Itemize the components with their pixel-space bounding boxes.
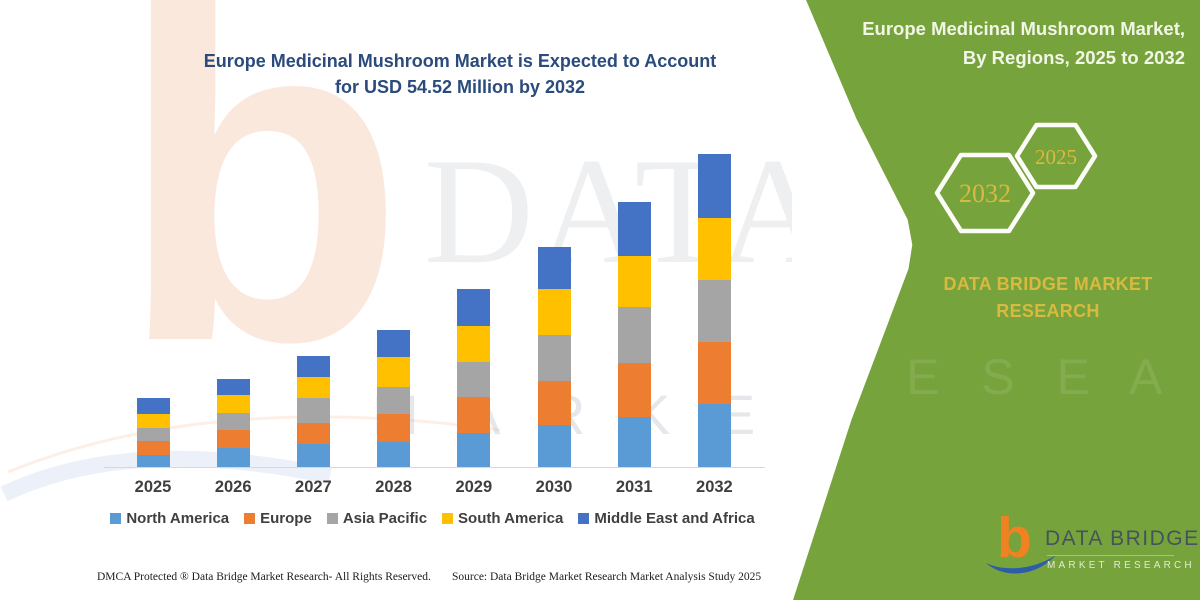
bar-segment-south-america [216,395,250,413]
bar-segment-north-america [216,448,250,467]
x-axis-label-2029: 2029 [455,478,493,496]
bar-2026 [216,379,250,467]
bar-segment-south-america [296,377,330,398]
bar-segment-north-america [296,444,330,467]
watermark-logo-b: b [118,0,406,439]
x-axis-label-2030: 2030 [535,478,573,496]
chart-legend: North America Europe Asia Pacific South Ame… [100,510,765,527]
bar-2031 [617,201,651,467]
bar-segment-north-america [377,441,411,467]
bar-segment-south-america [537,289,571,336]
hexagon-2025-label: 2025 [1035,145,1077,169]
plot-area [100,150,765,468]
bar-segment-south-america [457,325,491,362]
legend-item-europe: Europe [244,510,312,527]
side-panel-title: Europe Medicinal Mushroom Market, By Reg… [845,14,1185,72]
bar-segment-north-america [697,403,731,467]
bar-segment-europe [296,422,330,444]
legend-label: Middle East and Africa [594,510,755,527]
bar-segment-europe [136,441,170,455]
stacked-bar-chart: 2025 2026 2027 2028 2029 2030 2031 2032 [100,150,765,500]
legend-swatch [326,513,338,524]
bar-segment-middle-east-and-africa [617,201,651,256]
side-panel-title-line1: Europe Medicinal Mushroom Market, [862,18,1185,39]
bar-segment-middle-east-and-africa [537,247,571,290]
x-axis-line [104,467,765,468]
legend-label: North America [126,510,230,527]
x-axis-label-2025: 2025 [134,478,172,496]
watermark-research-on-green: R E S E A R C H [828,349,1200,405]
bar-segment-europe [216,430,250,449]
bar-segment-asia-pacific [697,279,731,342]
bar-segment-middle-east-and-africa [457,289,491,326]
legend-swatch [578,513,590,524]
x-axis-label-2026: 2026 [214,478,252,496]
bar-segment-north-america [136,454,170,467]
logo-swoosh-icon [986,555,1056,574]
x-axis-label-2031: 2031 [615,478,653,496]
bar-segment-asia-pacific [377,386,411,414]
brand-text-line1: DATA BRIDGE MARKET [943,274,1153,294]
bar-segment-south-america [136,414,170,428]
bar-segment-asia-pacific [216,412,250,431]
hexagon-2032-label: 2032 [959,179,1011,208]
bar-segment-south-america [377,357,411,387]
bar-2032 [697,154,731,467]
bar-segment-north-america [457,433,491,467]
bar-segment-asia-pacific [617,306,651,364]
logo-subtitle-text: MARKET RESEARCH [1047,560,1195,571]
logo-b-mark: b [997,506,1032,570]
bar-segment-middle-east-and-africa [377,330,411,358]
bar-segment-south-america [617,255,651,307]
bar-segment-europe [457,396,491,434]
chart-title-line1: Europe Medicinal Mushroom Market is Expe… [203,51,717,71]
bar-segment-middle-east-and-africa [136,398,170,415]
bar-2028 [377,330,411,467]
bar-segment-europe [537,380,571,426]
legend-label: Europe [260,510,312,527]
side-panel-brand-text: DATA BRIDGE MARKET RESEARCH [920,271,1176,325]
bar-2030 [537,247,571,467]
legend-swatch [110,513,122,524]
bar-segment-middle-east-and-africa [296,355,330,378]
bar-2027 [296,355,330,467]
legend-label: Asia Pacific [342,510,428,527]
bar-segment-north-america [537,425,571,467]
x-axis-label-2032: 2032 [696,478,733,496]
bar-segment-europe [617,363,651,418]
bar-2029 [457,289,491,467]
bar-segment-europe [377,413,411,442]
legend-label: South America [458,510,564,527]
hexagon-2032-shape [934,152,1036,234]
legend-item-middle-east-and-africa: Middle East and Africa [578,510,755,527]
bar-segment-asia-pacific [136,427,170,442]
bar-segment-europe [697,341,731,404]
legend-item-asia-pacific: Asia Pacific [326,510,428,527]
logo-divider-line [1047,555,1174,556]
chart-title-line2: for USD 54.52 Million by 2032 [334,77,586,97]
source-text: Source: Data Bridge Market Research Mark… [452,571,762,583]
year-hexagons: 2032 2025 [934,122,1098,234]
side-panel-title-line2: By Regions, 2025 to 2032 [962,47,1185,68]
legend-item-south-america: South America [442,510,563,527]
bar-segment-asia-pacific [296,397,330,423]
x-axis-label-2028: 2028 [375,478,412,496]
bar-segment-asia-pacific [457,361,491,397]
dmca-copyright-text: DMCA Protected ® Data Bridge Market Rese… [97,571,431,583]
brand-text-line2: RESEARCH [996,301,1100,321]
bar-segment-north-america [617,417,651,467]
x-axis-label-2027: 2027 [295,478,332,496]
legend-swatch [442,513,454,524]
chart-title: Europe Medicinal Mushroom Market is Expe… [130,48,790,100]
bar-segment-south-america [697,217,731,280]
legend-item-north-america: North America [110,510,229,527]
bar-segment-middle-east-and-africa [216,379,250,396]
bar-segment-asia-pacific [537,335,571,381]
bar-segment-middle-east-and-africa [697,154,731,218]
logo-name-text: DATA BRIDGE [1045,527,1200,550]
bar-2025 [136,398,170,467]
hexagon-2025-shape [1014,122,1098,190]
legend-swatch [244,513,256,524]
